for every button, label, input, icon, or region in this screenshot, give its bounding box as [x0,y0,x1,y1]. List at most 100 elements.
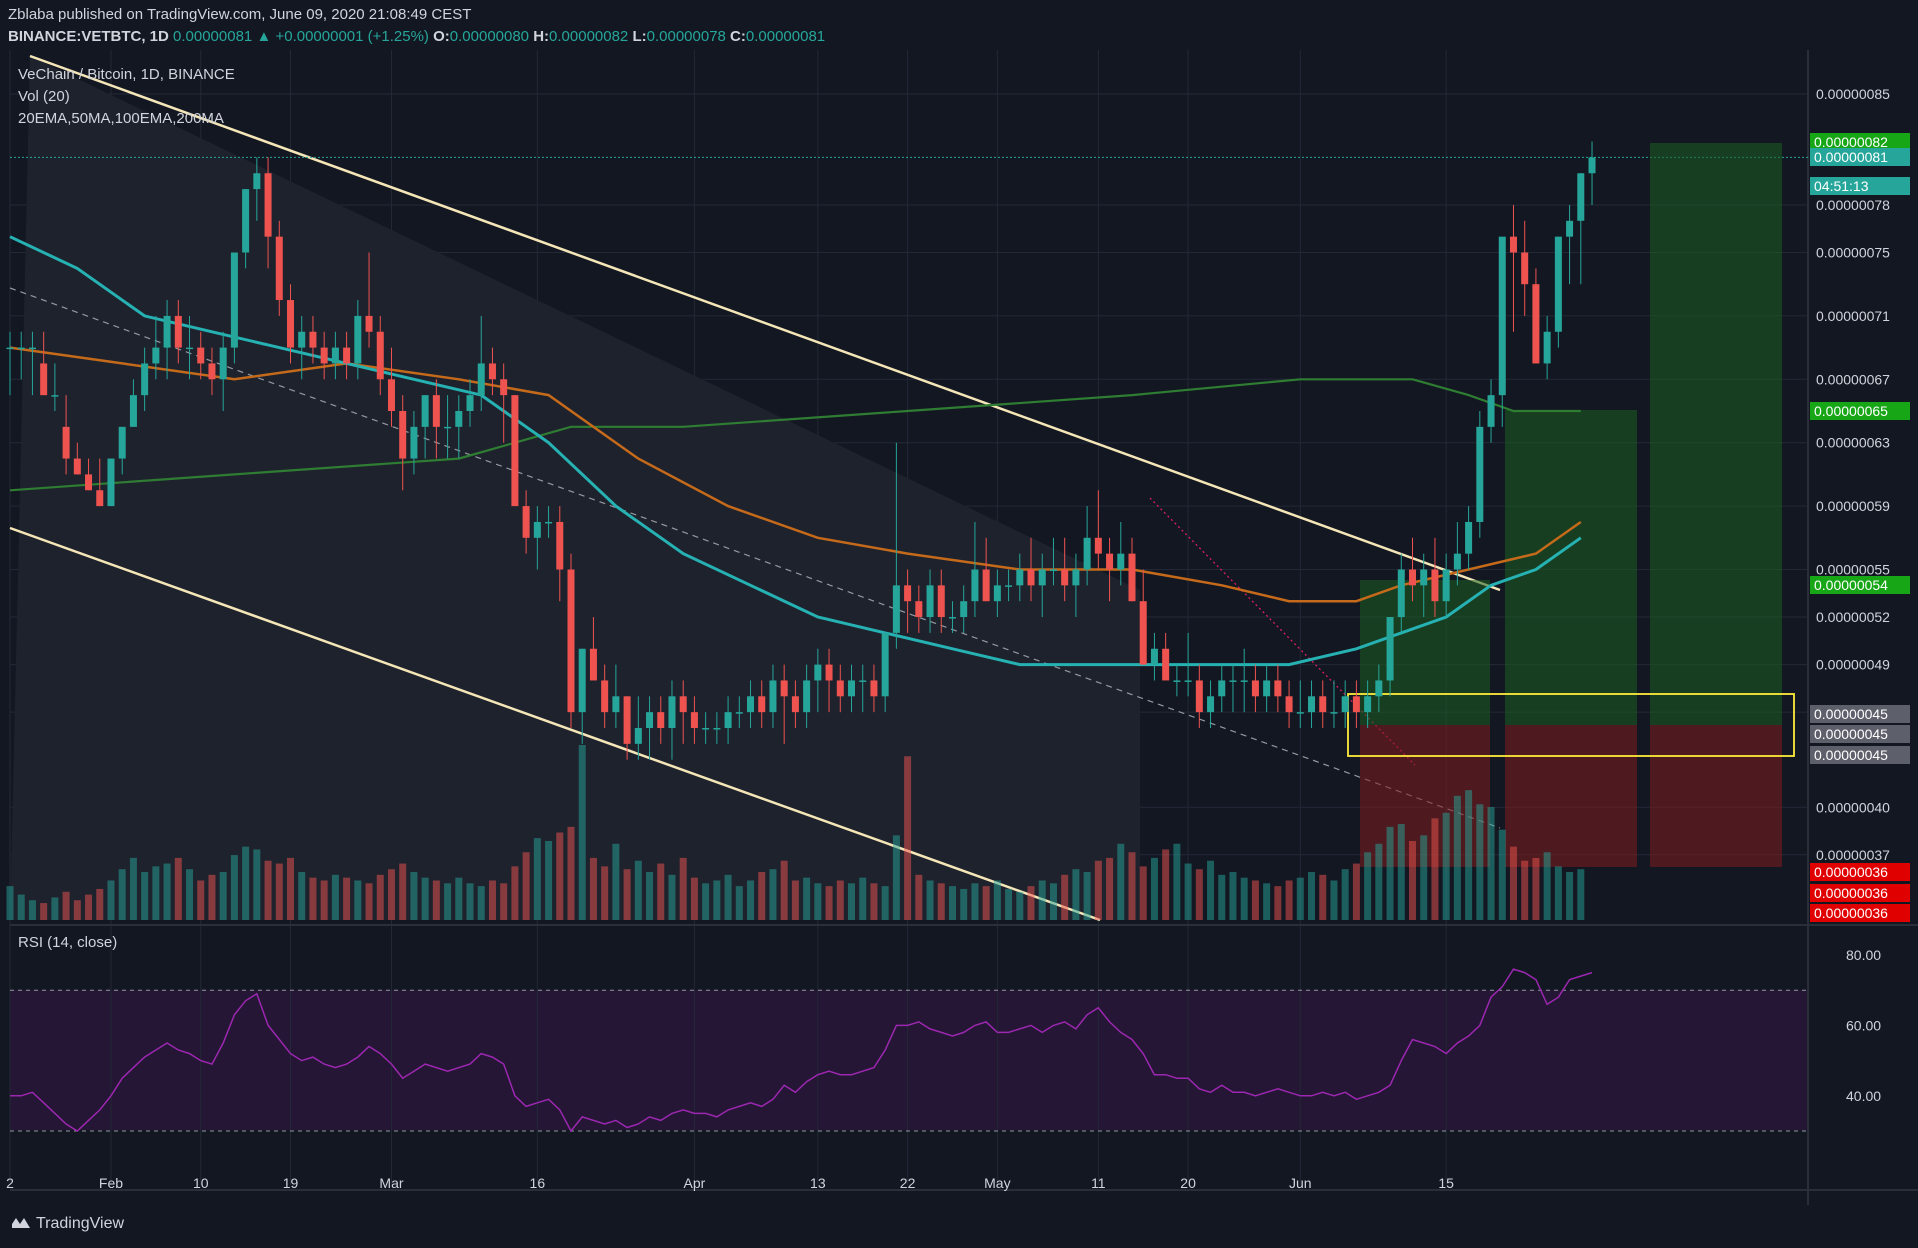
volume-bar [1027,886,1035,920]
volume-bar [836,880,844,920]
candle-body [1005,585,1013,587]
candle-body [343,347,351,364]
candle-body [1296,712,1304,714]
volume-bar [466,883,474,920]
candle-body [545,521,553,524]
candle-body [1049,569,1057,571]
long-position-target-1 [1360,580,1490,725]
long-position-target-3 [1650,143,1782,725]
legend-rsi[interactable]: RSI (14, close) [18,934,118,951]
candle-body [769,680,777,713]
candle-body [1453,553,1461,570]
volume-bar [376,874,384,920]
candle-body [331,347,339,364]
candle-body [533,521,541,538]
legend-title[interactable]: VeChain / Bitcoin, 1D, BINANCE [18,66,235,83]
volume-bar [85,894,93,920]
candle-body [915,601,923,618]
volume-bar [780,860,788,920]
legend-moving-averages[interactable]: 20EMA,50MA,100EMA,200MA [18,110,224,127]
candle-body [1487,395,1495,427]
volume-bar [1554,866,1562,920]
price-tag: 0.00000081 [1810,148,1910,167]
candle-body [17,347,25,350]
price-tag: 0.00000045 [1810,704,1910,723]
ma200-line [9,378,1581,492]
volume-bar [320,880,328,920]
publisher-line: Zblaba published on TradingView.com, Jun… [8,6,471,23]
candle-body [174,315,182,348]
volume-bar [1072,869,1080,920]
long-position-stop-3 [1650,725,1782,867]
price-axis-label: 0.00000049 [1816,657,1890,673]
volume-bar [1498,829,1506,920]
volume-bar [735,886,743,920]
candle-body [646,712,654,728]
volume-bar [993,880,1001,920]
candle-body [1554,236,1562,332]
volume-bar [264,860,272,920]
rsi-axis-label: 40.00 [1846,1088,1881,1104]
long-position-target-2 [1505,410,1637,725]
candle-body [28,347,36,350]
price-axis-label: 0.00000078 [1816,197,1890,213]
volume-bar [1285,880,1293,920]
volume-bar [1150,857,1158,920]
candle-body [1139,601,1147,665]
high-label: H: [533,28,550,45]
volume-bar [1397,824,1405,920]
volume-bar [40,903,48,920]
time-axis-label: 11 [1091,1175,1106,1191]
volume-bar [971,883,979,920]
candle-body [186,347,194,350]
price-axis-label: 0.00000063 [1816,435,1890,451]
candle-body [1207,696,1215,713]
volume-bar [1509,846,1517,920]
candle-body [948,617,956,619]
price-axis-label: 0.00000085 [1816,86,1890,102]
volume-bar [309,877,317,920]
volume-bar [982,886,990,920]
volume-bar [601,866,609,920]
volume-bar [545,840,553,920]
candle-body [1341,696,1349,713]
candle-body [1173,680,1181,682]
volume-bar [253,849,261,920]
channel-lower-line [9,526,1101,922]
volume-bar [1521,860,1529,920]
candle-body [926,585,934,618]
legend-volume[interactable]: Vol (20) [18,88,70,105]
publisher-text: Zblaba published on TradingView.com, Jun… [8,6,472,23]
candle-body [848,680,855,697]
candle-body [1117,553,1125,570]
candle-body [1274,680,1282,697]
volume-bar [1195,869,1203,920]
rsi-band [10,990,1808,1130]
candle-body [612,696,620,713]
volume-bar [197,880,205,920]
volume-bar [634,860,642,920]
candle-body [1072,569,1080,586]
volume-bar [825,886,833,920]
volume-bar [1139,866,1147,920]
volume-bar [96,888,104,920]
tradingview-brand[interactable]: TradingView [10,1214,124,1234]
volume-bar [1094,860,1102,920]
candle-body [376,331,384,380]
volume-bar [28,900,36,920]
volume-bar [1274,886,1282,920]
candle-body [881,632,889,697]
candle-body [634,728,642,744]
candle-body [1375,680,1383,697]
price-tag: 0.00000036 [1810,863,1910,882]
change-arrow-icon: ▲ [256,28,272,45]
price-axis-label: 0.00000040 [1816,799,1890,815]
candle-body [1431,569,1439,602]
candle-body [1532,284,1540,364]
volume-bar [1465,790,1473,920]
candle-body [993,585,1001,602]
volume-bar [1487,807,1495,920]
candle-body [275,236,283,301]
candle-body [1285,696,1293,713]
